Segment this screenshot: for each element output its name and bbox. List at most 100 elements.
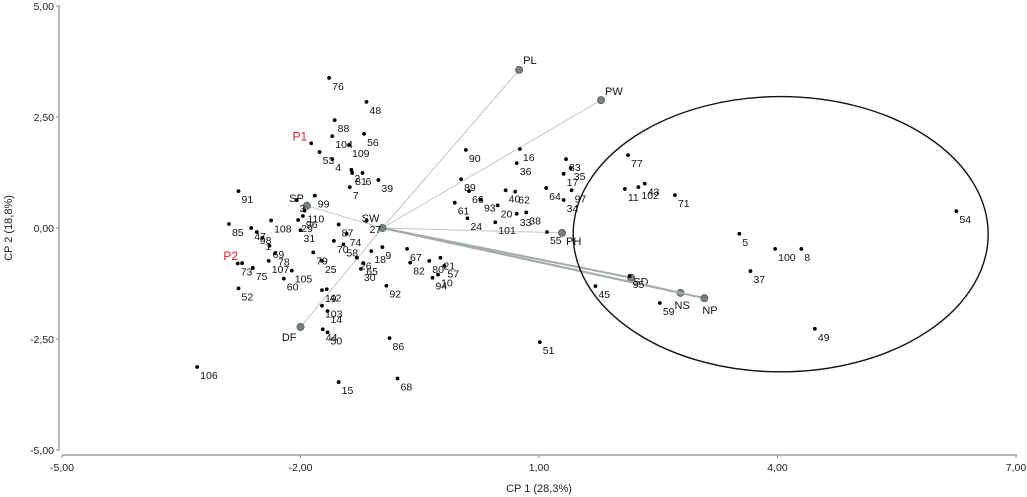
data-point-label: 9 <box>385 250 391 262</box>
data-point-label: 58 <box>346 247 358 259</box>
data-point-label: 87 <box>342 227 354 239</box>
data-point <box>493 220 498 225</box>
data-point <box>427 258 432 263</box>
data-point <box>302 208 307 213</box>
data-point <box>312 193 317 198</box>
data-point-label: 68 <box>400 382 412 394</box>
data-point-label: 80 <box>432 264 444 276</box>
highlighted-point <box>240 261 244 266</box>
data-point <box>355 255 359 260</box>
data-point <box>537 340 542 345</box>
data-point <box>235 261 240 266</box>
data-point-label: 44 <box>326 332 338 344</box>
data-point-label: 16 <box>523 152 535 164</box>
y-tick-label: 2,50 <box>34 112 55 124</box>
data-point <box>332 118 337 123</box>
data-point <box>438 255 443 260</box>
data-point <box>503 188 508 193</box>
group-ellipse-outline <box>572 95 989 373</box>
data-point <box>266 258 271 263</box>
data-point <box>568 166 573 170</box>
data-point <box>325 309 330 313</box>
vector-pl <box>382 69 520 229</box>
data-point <box>395 376 400 381</box>
data-point <box>320 327 325 332</box>
data-point <box>350 171 355 175</box>
data-point <box>347 185 352 190</box>
vector-ph <box>382 227 563 234</box>
data-point-label: 74 <box>350 237 362 249</box>
data-point <box>436 272 440 277</box>
data-point <box>748 269 753 273</box>
data-point-label: 60 <box>287 282 299 294</box>
data-point <box>254 230 259 234</box>
vector-label-ns: NS <box>675 300 690 312</box>
data-point-label: 88 <box>338 123 350 135</box>
data-point <box>376 178 381 182</box>
data-point-label: 102 <box>641 190 659 202</box>
data-point <box>561 171 566 176</box>
data-point-label: 61 <box>458 206 470 218</box>
data-point <box>622 187 627 191</box>
data-point-label: 36 <box>520 166 532 178</box>
data-point <box>495 203 500 208</box>
data-point <box>344 231 349 236</box>
vector-label-np: NP <box>702 305 717 317</box>
data-point <box>799 246 804 251</box>
data-point-label: 93 <box>484 203 496 215</box>
y-tick-label: -2,50 <box>30 334 54 346</box>
data-point <box>317 150 322 154</box>
data-point <box>236 286 241 291</box>
data-point-label: 85 <box>232 227 244 239</box>
data-point-label: 52 <box>241 291 253 303</box>
data-point-label: 105 <box>295 274 313 286</box>
data-point-label: 86 <box>393 341 405 353</box>
vector-endpoint-pw <box>597 96 606 105</box>
data-point <box>298 228 303 233</box>
data-point <box>465 216 470 221</box>
data-point-label: 4 <box>335 162 341 174</box>
vector-label-df: DF <box>282 332 297 344</box>
data-point-label: 66 <box>472 194 484 206</box>
data-point <box>642 181 647 186</box>
data-point <box>296 218 301 222</box>
data-point-label: 67 <box>410 252 422 264</box>
data-point-label: 103 <box>325 309 343 321</box>
data-point <box>812 326 817 331</box>
data-point-label: 98 <box>260 235 272 247</box>
data-point <box>267 243 272 248</box>
data-point <box>294 198 299 202</box>
data-point-label: 1 <box>265 241 271 253</box>
data-point <box>195 365 200 369</box>
data-point-label: 108 <box>274 223 292 235</box>
data-point <box>359 266 363 271</box>
data-point-label: 65 <box>366 266 378 278</box>
data-point <box>442 263 447 268</box>
data-point <box>569 188 574 193</box>
data-point-label: 70 <box>337 244 349 256</box>
data-point-label: 50 <box>331 335 343 347</box>
data-point-label: 43 <box>648 187 660 199</box>
vector-endpoint-np <box>700 294 709 303</box>
data-point-label: 45 <box>598 289 610 301</box>
data-point <box>544 186 549 190</box>
data-point-label: 57 <box>447 269 459 281</box>
data-point-label: 51 <box>543 345 555 357</box>
data-point <box>336 222 341 227</box>
data-point-label: 34 <box>567 203 579 215</box>
data-point <box>362 131 366 136</box>
data-point <box>518 147 522 151</box>
vector-sp <box>306 205 383 229</box>
data-point <box>281 276 286 281</box>
data-point <box>384 283 389 288</box>
data-point-label: 10 <box>441 278 453 290</box>
data-point-label: 110 <box>307 214 324 226</box>
data-point-label: 96 <box>306 219 318 231</box>
data-point <box>269 218 273 223</box>
data-point <box>236 189 241 194</box>
data-point-label: 5 <box>742 237 748 249</box>
data-point-label: 30 <box>364 272 376 284</box>
vector-endpoint-df <box>296 323 305 332</box>
data-points <box>195 76 959 384</box>
